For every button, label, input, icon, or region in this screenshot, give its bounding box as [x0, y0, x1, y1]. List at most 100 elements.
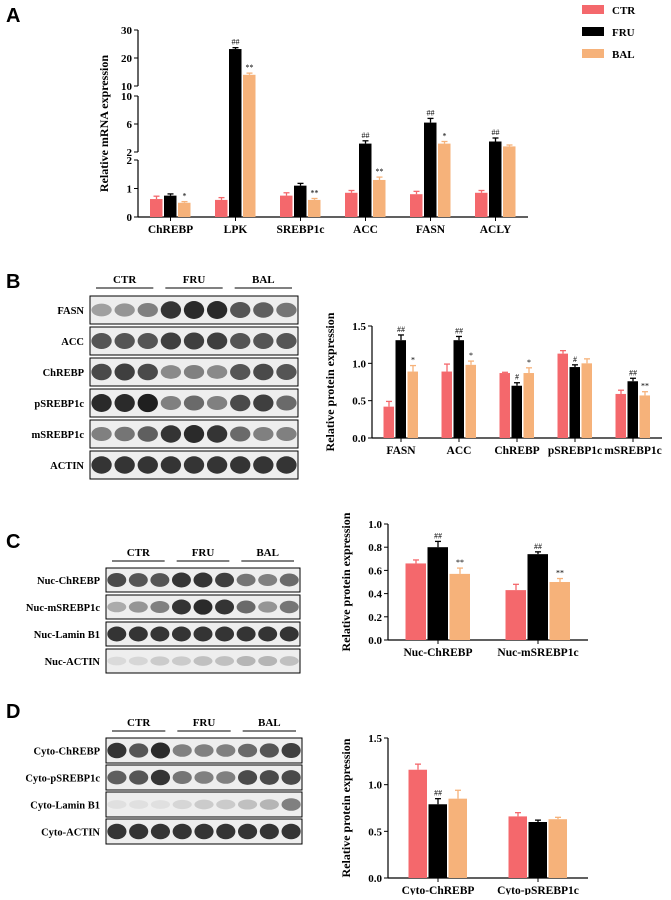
bar-ctr [405, 563, 426, 640]
blot-band [150, 823, 171, 840]
blot-row-label: FASN [57, 306, 84, 317]
y-tick-label: 0.4 [368, 589, 382, 601]
blot-row-label: Nuc-ChREBP [37, 576, 101, 587]
blot-band [194, 744, 214, 757]
bar-bal [503, 146, 516, 217]
blot-band [194, 771, 214, 784]
significance-label: * [469, 351, 473, 360]
x-tick-label: Cyto-pSREBP1c [497, 885, 579, 895]
bar-fru [294, 185, 307, 217]
blot-band [279, 626, 299, 642]
blot-band [259, 770, 279, 785]
blot-band [259, 743, 279, 758]
legend-label-bal: BAL [612, 49, 635, 61]
y-tick-label: 1.0 [352, 358, 366, 370]
blot-band [194, 823, 214, 840]
legend-swatch-ctr [582, 5, 604, 14]
panel-label-a: A [6, 5, 20, 27]
y-tick-label: 0.2 [368, 612, 382, 624]
x-tick-label: ChREBP [494, 445, 539, 457]
blot-group-label: FRU [193, 717, 216, 729]
bar-fru [489, 141, 502, 217]
blot-band [172, 799, 192, 810]
bar-fru [164, 195, 177, 217]
blot-band [194, 799, 214, 810]
blot-band [276, 364, 297, 380]
blot-band [216, 799, 236, 810]
blot-c: CTR FRU BAL Nuc-ChREBP Nuc-mSREBP1c Nuc-Lamin… [26, 547, 301, 674]
blot-group-label: CTR [127, 717, 151, 729]
bar-bal [178, 202, 191, 217]
blot-band [114, 333, 135, 349]
blot-row-label: Cyto-pSREBP1c [25, 774, 100, 785]
blot-band [276, 426, 297, 442]
blot-band [206, 425, 228, 443]
significance-label: # [573, 355, 577, 364]
blot-band [160, 425, 182, 443]
blot-row-label: Nuc-Lamin B1 [34, 630, 100, 641]
blot-row-label: ACC [61, 337, 84, 348]
blot-band [193, 656, 213, 666]
blot-band [91, 363, 112, 381]
y-tick-label: 1.0 [368, 780, 382, 792]
blot-band [137, 456, 158, 474]
blot-band [137, 363, 158, 381]
y-tick-label: 0.0 [368, 873, 382, 885]
y-tick-label: 0.5 [368, 826, 382, 838]
blot-band [215, 656, 235, 666]
blot-band [258, 655, 278, 667]
blot-band [216, 744, 236, 757]
bar-ctr [215, 199, 228, 217]
blot-group-label: BAL [258, 717, 281, 729]
bar-fru [428, 804, 447, 878]
bar-fru [395, 340, 406, 438]
blot-row-label: ChREBP [43, 368, 85, 379]
y-tick-label: 0.5 [352, 396, 366, 408]
x-tick-label: ACC [353, 224, 378, 236]
significance-label: ## [434, 531, 442, 540]
x-tick-label: SREBP1c [277, 224, 325, 236]
blot-band [206, 456, 228, 474]
blot-row-label: Cyto-Lamin B1 [30, 801, 100, 812]
blot-band [91, 333, 112, 349]
blot-band [276, 395, 297, 411]
blot-band [215, 626, 235, 642]
x-tick-label: FASN [386, 445, 416, 457]
blot-band [107, 656, 127, 666]
x-tick-label: mSREBP1c [604, 445, 662, 457]
blot-band [150, 600, 170, 614]
significance-label: * [411, 356, 415, 365]
y-axis-label: Relative mRNA expression [97, 55, 111, 192]
blot-band [230, 364, 251, 380]
blot-band [137, 302, 158, 318]
y-axis-label: Relative protein expression [339, 738, 353, 877]
blot-band [230, 426, 251, 442]
blot-band [137, 393, 158, 413]
blot-band [129, 800, 149, 809]
blot-band [237, 799, 258, 810]
y-axis-label: Relative protein expression [339, 512, 353, 651]
significance-label: * [443, 132, 447, 141]
chart-c: Relative protein expression 0.0 0.2 0.4 0.6 0… [339, 512, 588, 659]
blot-band [206, 395, 228, 411]
blot-band [215, 599, 235, 615]
blot-band [258, 573, 278, 587]
bar-fru [424, 122, 437, 217]
bar-bal [308, 199, 321, 217]
panel-label-d: D [6, 701, 20, 723]
significance-label: * [527, 358, 531, 367]
bar-bal [449, 573, 470, 640]
blot-band [91, 426, 112, 442]
blot-group-label: CTR [113, 274, 137, 286]
bar-fru [453, 340, 464, 438]
significance-label: ## [455, 326, 463, 335]
blot-band [183, 332, 205, 350]
blot-band [236, 626, 256, 642]
bar-fru [229, 49, 242, 217]
blot-band [183, 425, 205, 443]
blot-band [281, 823, 301, 840]
blot-band [172, 770, 192, 785]
blot-band [160, 332, 182, 350]
bar-ctr [383, 406, 394, 438]
significance-label: ** [376, 167, 384, 176]
